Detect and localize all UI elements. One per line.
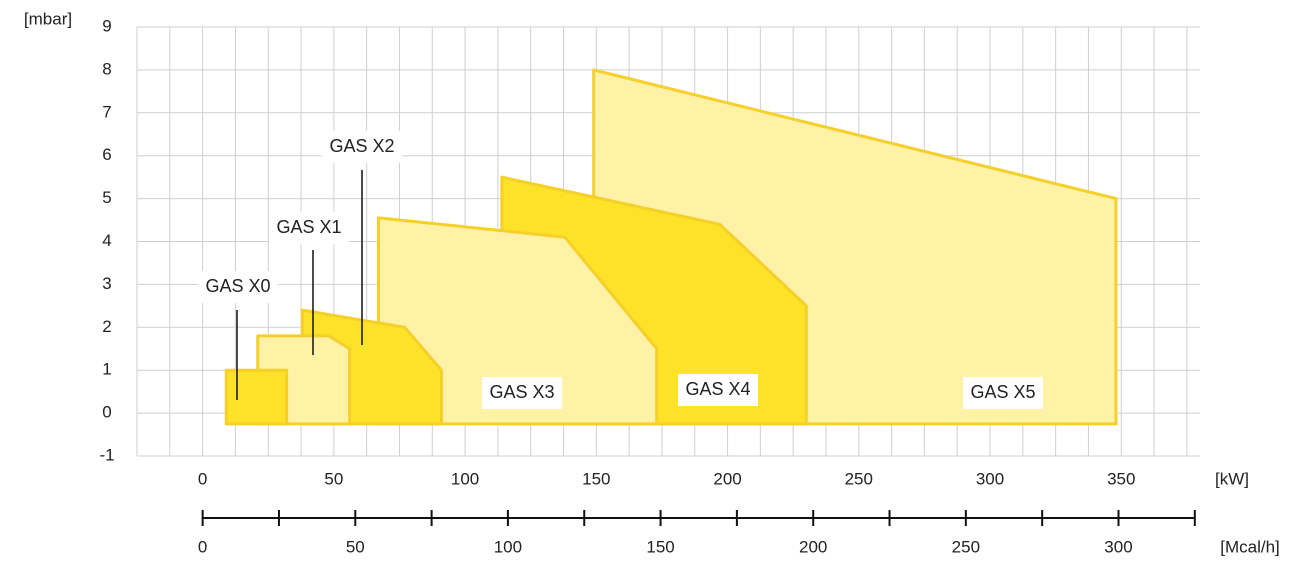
x-tick-label: 300	[976, 469, 1004, 488]
x-tick-label: 0	[198, 469, 207, 488]
x2-tick-label: 150	[646, 537, 674, 556]
field	[376, 216, 659, 426]
y-tick-label: -1	[99, 445, 114, 464]
series-label: GAS X3	[489, 382, 554, 402]
x-tick-label: 250	[845, 469, 873, 488]
y-tick-label: 8	[102, 59, 111, 78]
y-tick-label: 6	[102, 145, 111, 164]
y-tick-label: 0	[102, 403, 111, 422]
series-label: GAS X1	[276, 217, 341, 237]
x2-tick-label: 100	[494, 537, 522, 556]
x-tick-label: 350	[1107, 469, 1135, 488]
series-label: GAS X4	[685, 379, 750, 399]
y-tick-label: 7	[102, 102, 111, 121]
label-box	[963, 377, 1043, 409]
series-label: GAS X5	[970, 382, 1035, 402]
x2-axis-label: [Mcal/h]	[1220, 537, 1280, 556]
y-tick-label: 2	[102, 317, 111, 336]
x2-tick-label: 0	[198, 537, 207, 556]
y-axis-label: [mbar]	[24, 9, 72, 28]
y-tick-label: 4	[102, 231, 111, 250]
y-tick-label: 9	[102, 16, 111, 35]
series-label: GAS X2	[329, 136, 394, 156]
y-tick-label: 1	[102, 360, 111, 379]
label-box	[482, 377, 562, 409]
x-tick-label: 100	[451, 469, 479, 488]
field	[224, 368, 289, 426]
x-tick-label: 50	[324, 469, 343, 488]
y-tick-label: 5	[102, 188, 111, 207]
x2-tick-label: 50	[346, 537, 365, 556]
series-label: GAS X0	[205, 276, 270, 296]
x-tick-label: 150	[582, 469, 610, 488]
label-box	[322, 131, 402, 163]
y-tick-label: 3	[102, 274, 111, 293]
label-box	[269, 212, 349, 244]
label-box	[198, 271, 278, 303]
x2-tick-label: 250	[952, 537, 980, 556]
x2-tick-label: 200	[799, 537, 827, 556]
x2-tick-label: 300	[1104, 537, 1132, 556]
x-tick-label: 200	[713, 469, 741, 488]
x-axis-label: [kW]	[1215, 469, 1249, 488]
label-box	[678, 374, 758, 406]
